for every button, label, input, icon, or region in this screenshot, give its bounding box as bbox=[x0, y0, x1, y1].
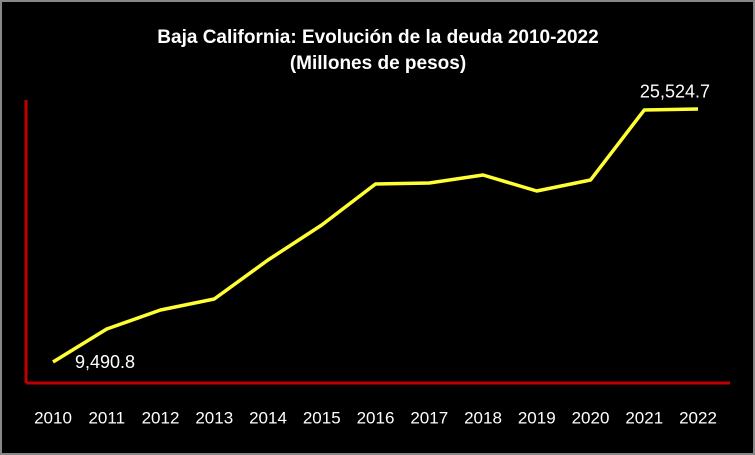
data-label: 9,490.8 bbox=[75, 352, 135, 372]
x-tick-label: 2012 bbox=[142, 408, 180, 427]
x-tick-label: 2018 bbox=[464, 408, 502, 427]
data-line bbox=[52, 107, 699, 364]
chart-title: Baja California: Evolución de la deuda 2… bbox=[157, 27, 598, 48]
x-tick-label: 2015 bbox=[303, 408, 341, 427]
x-tick-label: 2010 bbox=[34, 408, 72, 427]
x-tick-label: 2011 bbox=[88, 408, 125, 427]
x-tick-label: 2022 bbox=[679, 408, 717, 427]
data-label: 25,524.7 bbox=[640, 82, 710, 102]
x-tick-label: 2019 bbox=[518, 408, 556, 427]
x-tick-label: 2016 bbox=[357, 408, 395, 427]
x-tick-label: 2013 bbox=[195, 408, 233, 427]
x-tick-label: 2020 bbox=[572, 408, 610, 427]
chart-subtitle: (Millones de pesos) bbox=[290, 53, 466, 74]
x-tick-label: 2014 bbox=[249, 408, 287, 427]
x-tick-label: 2017 bbox=[410, 408, 448, 427]
x-tick-label: 2021 bbox=[625, 408, 663, 427]
